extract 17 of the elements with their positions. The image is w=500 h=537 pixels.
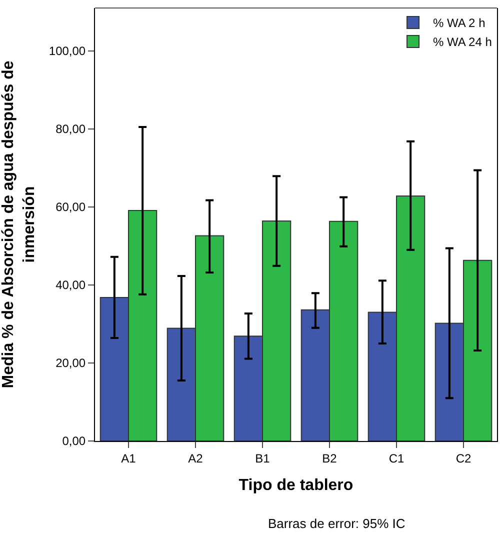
y-tick-label: 80,00 [56,122,86,136]
y-axis-title: Media % de Absorción de agua después de inmersión [0,60,38,388]
x-tick-label: A1 [121,451,136,466]
y-tick-label: 100,00 [48,44,86,58]
x-tick-label: B1 [255,451,270,466]
y-tick-label: 60,00 [56,200,86,214]
x-tick-label: C1 [388,451,404,466]
y-tick-label: 40,00 [56,278,86,292]
y-tick-label: 0,00 [62,434,86,448]
legend-label: % WA 24 h [433,35,492,50]
text: Barras de error: 95% IC [268,516,406,531]
x-tick-label: A2 [188,451,204,466]
x-tick-label: C2 [456,451,472,466]
x-axis-title: Tipo de tablero [238,477,354,494]
legend-label: % WA 2 h [433,16,486,30]
y-tick-label: 20,00 [56,356,86,370]
x-tick-label: B2 [322,451,338,466]
